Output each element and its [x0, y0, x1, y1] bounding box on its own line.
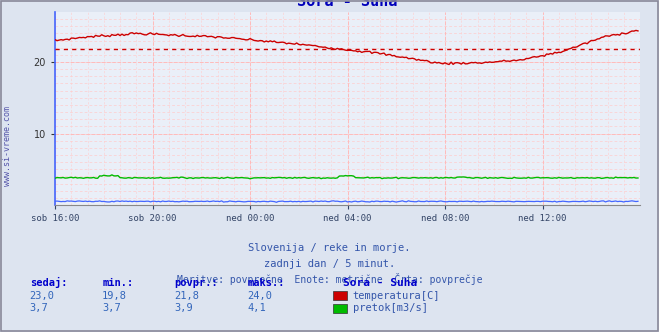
Title: Sora - Suha: Sora - Suha	[297, 0, 397, 9]
Text: zadnji dan / 5 minut.: zadnji dan / 5 minut.	[264, 259, 395, 269]
Text: temperatura[C]: temperatura[C]	[353, 291, 440, 301]
Text: 3,9: 3,9	[175, 303, 193, 313]
Text: Meritve: povprečne  Enote: metrične  Črta: povprečje: Meritve: povprečne Enote: metrične Črta:…	[177, 273, 482, 285]
Text: 19,8: 19,8	[102, 291, 127, 301]
Text: 3,7: 3,7	[102, 303, 121, 313]
Text: sedaj:: sedaj:	[30, 277, 67, 288]
Text: 21,8: 21,8	[175, 291, 200, 301]
Text: povpr.:: povpr.:	[175, 278, 218, 288]
Text: Slovenija / reke in morje.: Slovenija / reke in morje.	[248, 243, 411, 253]
Text: Sora - Suha: Sora - Suha	[343, 278, 417, 288]
Text: 23,0: 23,0	[30, 291, 55, 301]
Text: 3,7: 3,7	[30, 303, 48, 313]
Text: 4,1: 4,1	[247, 303, 266, 313]
Text: www.si-vreme.com: www.si-vreme.com	[3, 106, 13, 186]
Text: min.:: min.:	[102, 278, 133, 288]
Text: pretok[m3/s]: pretok[m3/s]	[353, 303, 428, 313]
Text: 24,0: 24,0	[247, 291, 272, 301]
Text: maks.:: maks.:	[247, 278, 285, 288]
